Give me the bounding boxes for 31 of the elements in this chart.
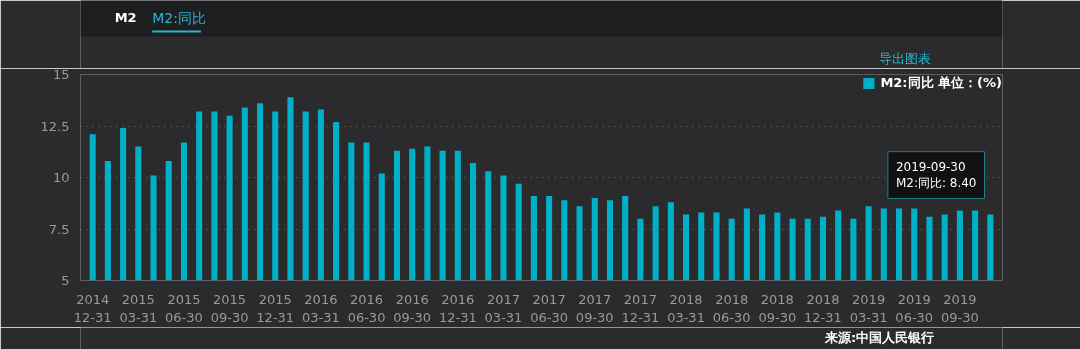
y-tick-label: 5 (61, 273, 70, 288)
x-tick-label: 2016 12-31 (438, 291, 477, 325)
x-tick-label: 2017 09-30 (575, 291, 614, 325)
text: M2 (114, 10, 137, 25)
x-tick-label: 2014 12-31 (73, 291, 112, 325)
x-tick-label: 2019 09-30 (941, 291, 979, 325)
x-tick-label: 2018 12-31 (804, 291, 842, 325)
x-tick-label: 2018 03-31 (667, 291, 705, 325)
x-tick-label: 2017 03-31 (484, 291, 523, 325)
x-tick-label: 2015 03-31 (119, 291, 158, 325)
x-tick-label: 2019 03-31 (849, 291, 888, 325)
y-tick-label: 15 (52, 67, 70, 82)
y-tick-label: 7.5 (48, 221, 70, 237)
x-tick-label: 2016 03-31 (302, 291, 340, 325)
x-tick-label: 2019 06-30 (895, 291, 934, 325)
y-tick-label: 12.5 (40, 118, 70, 134)
x-tick-label: 2015 12-31 (256, 291, 295, 325)
x-tick-label: 2015 06-30 (165, 291, 203, 325)
y-tick-label: 10 (52, 170, 70, 185)
x-tick-label: 2017 06-30 (530, 291, 568, 325)
x-tick-label: 2016 09-30 (393, 291, 432, 325)
x-tick-label: 2016 06-30 (347, 291, 386, 325)
text: 导出图表 (878, 51, 931, 66)
chart-title: M2:同比 (152, 9, 206, 26)
x-tick-label: 2018 06-30 (712, 291, 751, 325)
x-tick-label: 2018 09-30 (758, 291, 797, 325)
legend-label: M2:同比 单位：(%) (880, 74, 1002, 92)
source-note: 来源:中国人民银行 (824, 330, 935, 345)
x-tick-label: 2017 12-31 (621, 291, 660, 325)
annotation: 2019-09-30 M2:同比: 8.40 (895, 159, 977, 191)
x-tick-label: 2015 09-30 (210, 291, 249, 325)
